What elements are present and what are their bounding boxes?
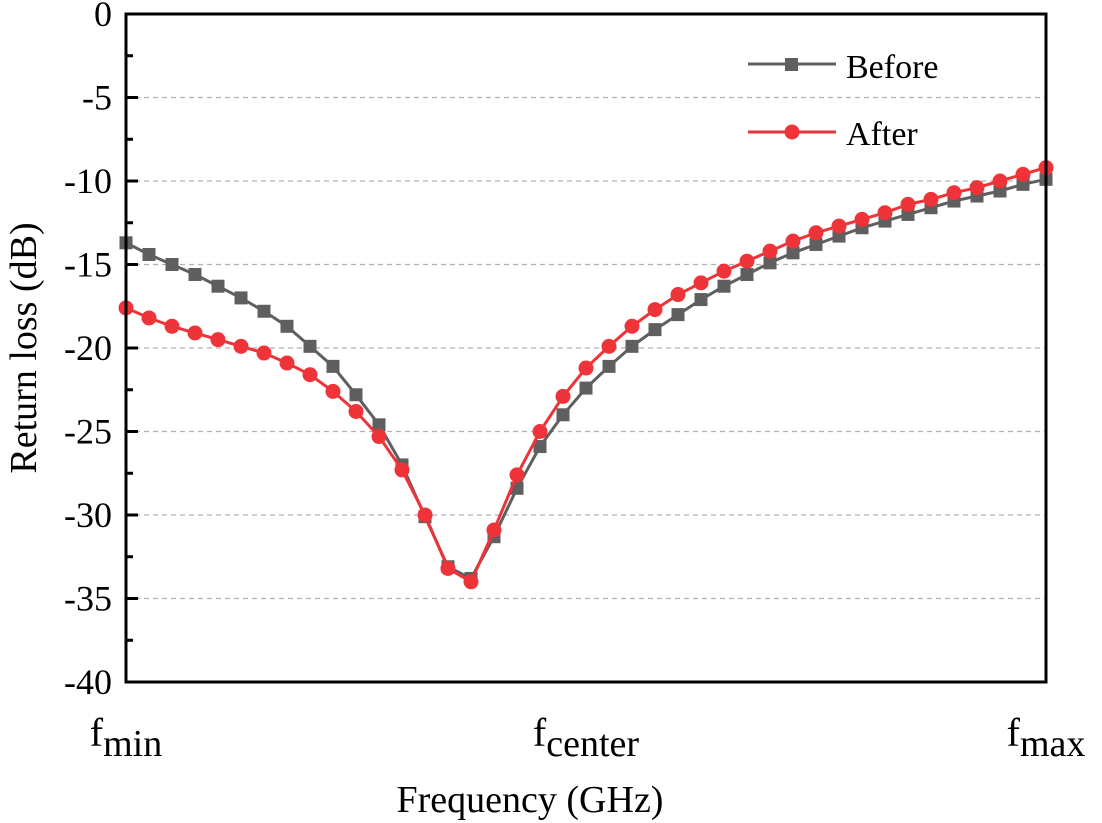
legend: Before After: [748, 49, 939, 153]
data-point-before: [763, 256, 777, 270]
x-tick-label: fmin: [90, 710, 162, 765]
data-point-before: [188, 268, 202, 282]
data-point-after: [417, 507, 433, 523]
data-point-before: [694, 293, 708, 307]
data-point-after: [693, 275, 709, 291]
data-point-after: [210, 332, 226, 348]
data-point-before: [234, 291, 248, 305]
data-point-before: [1016, 177, 1030, 191]
x-tick-label: fmax: [1007, 710, 1086, 765]
data-point-after: [555, 388, 571, 404]
data-point-before: [671, 308, 685, 322]
data-point-after: [486, 522, 502, 538]
legend-item-before: Before: [748, 49, 939, 86]
y-tick-label: -40: [64, 662, 112, 702]
data-point-after: [532, 424, 548, 439]
data-point-before: [533, 440, 547, 454]
y-axis-title: Return loss (dB): [3, 222, 45, 473]
data-point-before: [579, 381, 593, 395]
y-tick-labels: 0 -5 -10 -15 -20 -25 -30 -35 -40: [64, 0, 112, 702]
data-point-after: [716, 263, 732, 279]
data-point-before: [740, 268, 754, 282]
data-point-before: [648, 323, 662, 337]
y-tick-label: -10: [64, 161, 112, 201]
legend-item-after: After: [748, 116, 918, 153]
data-point-after: [141, 310, 157, 326]
series-layer: [118, 160, 1054, 590]
data-point-after: [601, 338, 617, 354]
legend-label-after: After: [846, 116, 918, 153]
data-point-after: [946, 185, 962, 201]
data-point-after: [739, 253, 755, 269]
legend-label-before: Before: [846, 49, 939, 86]
series-before: [119, 172, 1053, 585]
y-tick-label: -35: [64, 579, 112, 619]
data-point-after: [831, 218, 847, 234]
legend-marker-after: [784, 124, 800, 140]
y-tick-label: -15: [64, 245, 112, 285]
data-point-after: [187, 325, 203, 341]
x-tick-label: fcenter: [533, 710, 639, 765]
data-point-after: [854, 211, 870, 227]
data-point-before: [211, 279, 225, 293]
data-point-after: [877, 205, 893, 221]
data-point-after: [463, 574, 479, 590]
data-point-before: [809, 237, 823, 251]
data-point-before: [303, 339, 317, 353]
x-axis-title: Frequency (GHz): [397, 779, 664, 821]
data-point-after: [279, 355, 295, 371]
y-tick-label: -25: [64, 412, 112, 452]
data-point-after: [969, 180, 985, 196]
data-point-after: [923, 191, 939, 207]
data-point-after: [509, 467, 525, 483]
data-point-before: [832, 229, 846, 243]
data-point-after: [256, 345, 272, 361]
legend-marker-before: [785, 58, 798, 71]
data-point-after: [762, 243, 778, 259]
data-point-after: [624, 318, 640, 334]
data-point-before: [372, 418, 386, 432]
series-after: [118, 160, 1054, 590]
data-point-before: [602, 359, 616, 373]
data-point-after: [302, 367, 318, 383]
data-point-before: [717, 279, 731, 293]
data-point-before: [993, 184, 1007, 198]
y-tick-label: -30: [64, 495, 112, 535]
data-point-before: [349, 388, 363, 402]
data-point-before: [165, 258, 179, 271]
data-point-after: [578, 360, 594, 376]
data-point-before: [142, 247, 156, 261]
data-point-before: [326, 359, 340, 373]
data-point-after: [325, 383, 341, 399]
data-point-before: [901, 207, 915, 221]
series-line-before: [125, 177, 1047, 580]
grid-lines: [126, 96, 1046, 600]
data-point-before: [257, 304, 271, 318]
y-axis-ticks: [126, 12, 138, 684]
y-tick-label: 0: [94, 0, 112, 34]
data-point-after: [394, 462, 410, 478]
data-point-before: [786, 246, 800, 260]
data-point-after: [1015, 166, 1031, 182]
data-point-after: [647, 302, 663, 318]
data-point-before: [556, 408, 570, 422]
data-point-after: [900, 196, 916, 212]
data-point-after: [348, 403, 364, 419]
y-tick-label: -5: [82, 78, 112, 118]
data-point-after: [371, 429, 387, 445]
x-tick-labels: fmin fcenter fmax: [90, 710, 1086, 765]
data-point-after: [164, 318, 180, 334]
data-point-after: [233, 338, 249, 354]
data-point-before: [625, 339, 639, 353]
data-point-after: [992, 173, 1008, 189]
data-point-before: [280, 319, 294, 333]
data-point-after: [808, 225, 824, 241]
data-point-after: [440, 560, 456, 576]
data-point-after: [670, 287, 686, 303]
data-point-after: [785, 233, 801, 249]
y-tick-label: -20: [64, 328, 112, 368]
plot-frame: [124, 12, 1048, 684]
